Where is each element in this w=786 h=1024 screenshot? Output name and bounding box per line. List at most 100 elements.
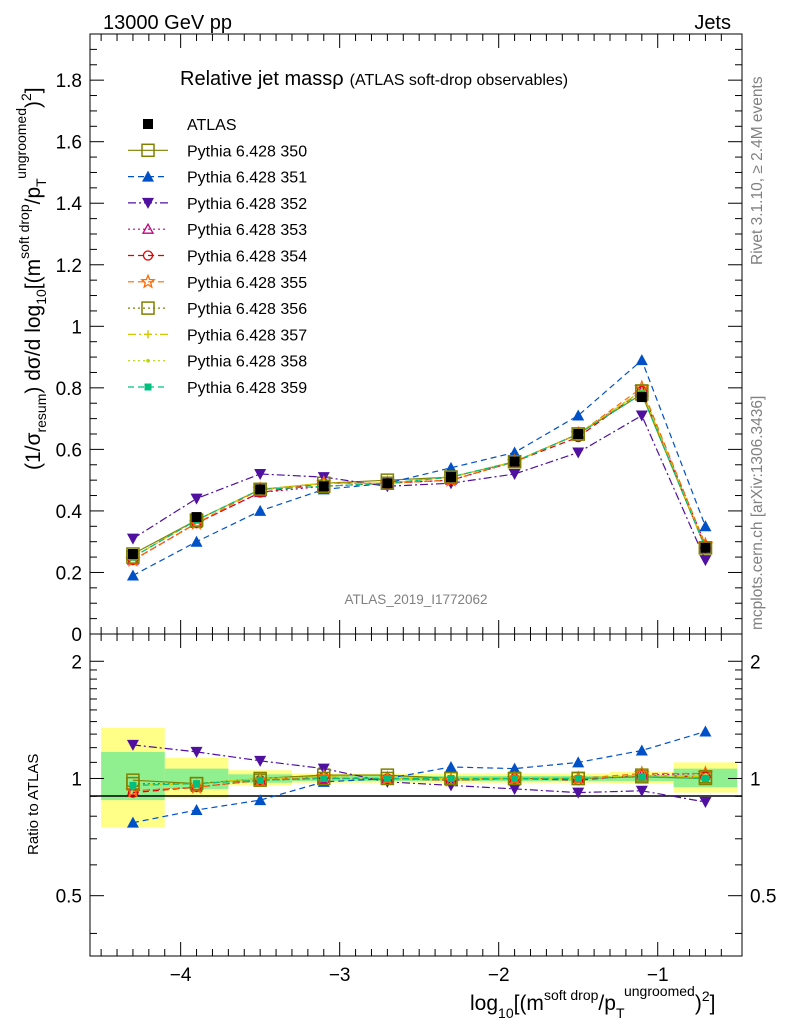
ratio-point-351: [254, 794, 267, 806]
ylabel-sub-10: 10: [33, 289, 49, 305]
main-y-tick-label: 1.6: [56, 133, 82, 154]
ylabel-sup-softdrop: soft drop: [16, 204, 32, 259]
ratio-point-359: [193, 780, 201, 788]
xlabel-close: ]: [710, 992, 716, 1015]
main-y-tick-label: 1.8: [56, 71, 82, 92]
xlabel-sup-2: 2: [702, 988, 710, 1004]
ylabel-sup-2: 2: [18, 93, 34, 101]
series-point-352: [508, 469, 521, 480]
xlabel-part-3: /p: [598, 992, 616, 1015]
main-y-axis: 0 0.2 0.4 0.6 0.8 1 1.2 1.4 1.6 1.8: [56, 48, 742, 646]
series-line-353: [132, 389, 706, 561]
ratio-point-352: [190, 746, 203, 758]
legend-label-350: Pythia 6.428 350: [187, 143, 307, 160]
ratio-point-352: [572, 787, 585, 799]
ratio-line-352: [132, 744, 706, 803]
series-point-351: [508, 446, 521, 458]
series-line-352: [132, 414, 706, 561]
main-series-lines: [132, 359, 706, 577]
main-y-tick-label: 1.2: [56, 256, 82, 277]
ratio-point-359: [320, 774, 328, 782]
series-point-352: [254, 469, 267, 480]
ratio-point-352: [635, 785, 648, 797]
ratio-point-356: [189, 776, 204, 791]
series-point-352: [190, 493, 203, 505]
ylabel-part-1: (1/σ: [22, 432, 45, 470]
series-line-354: [132, 389, 706, 561]
ratio-line-359: [132, 776, 706, 786]
series-point-356: [444, 470, 458, 484]
legend-label-352: Pythia 6.428 352: [187, 196, 307, 213]
ratio-point-359: [638, 773, 646, 781]
analysis-id: ATLAS_2019_I1772062: [344, 592, 487, 607]
atlas-data-point: [573, 429, 584, 439]
series-point-356: [507, 454, 522, 469]
ratio-point-352: [254, 755, 267, 767]
ratio-series-markers: [125, 725, 714, 828]
ratio-y-tick-label-right: 1: [750, 769, 761, 790]
main-y-tick-label: 0.4: [56, 502, 83, 523]
ylabel-part-4: /p: [22, 187, 45, 205]
ratio-point-352: [699, 797, 712, 809]
atlas-data-point: [318, 481, 329, 492]
x-tick-label: −2: [488, 965, 510, 986]
legend-marker-359: [144, 383, 152, 391]
ratio-point-356: [571, 771, 585, 786]
ratio-x-axis: −4 −3 −2 −1: [100, 634, 722, 986]
legend-marker-atlas: [143, 119, 153, 129]
x-axis-label: log10[(msoft drop/pTungroomed)2]: [470, 983, 715, 1021]
series-line-357: [132, 389, 706, 558]
main-y-label: (1/σresum) dσ/d log10[(msoft drop/pTungr…: [13, 87, 49, 470]
main-panel: 0 0.2 0.4 0.6 0.8 1 1.2 1.4 1.6 1.8 Relative jet …: [56, 33, 743, 646]
ratio-point-351: [635, 744, 648, 756]
ratio-y-tick-label-right: 2: [750, 652, 761, 673]
main-x-axis: [100, 34, 722, 634]
ratio-point-359: [447, 774, 455, 782]
ratio-panel: 0.5 0.5 1 1 2 2 −4 −3 −2 −1: [56, 633, 776, 986]
series-point-351: [254, 504, 267, 516]
ratio-point-356: [507, 771, 522, 786]
legend-marker-356: [141, 301, 155, 315]
legend-label-356: Pythia 6.428 356: [187, 301, 307, 318]
ratio-series-lines: [132, 730, 706, 824]
atlas-data-point: [191, 512, 202, 523]
ylabel-sup-ungroomed: ungroomed: [13, 108, 29, 179]
mcplots-label: mcplots.cern.ch [arXiv:1306.3436]: [749, 396, 766, 630]
x-tick-label: −1: [647, 965, 669, 986]
ratio-y-tick-label: 2: [71, 652, 82, 673]
main-y-tick-label: 1: [71, 317, 82, 338]
ratio-point-359: [701, 774, 709, 782]
series-point-352: [699, 555, 712, 567]
atlas-data-point: [382, 478, 393, 489]
x-tick-label: −4: [170, 965, 192, 986]
legend-label-atlas: ATLAS: [187, 117, 237, 134]
atlas-data-point: [127, 549, 138, 559]
ratio-point-359: [574, 774, 582, 782]
ratio-line-355: [132, 772, 706, 792]
ratio-line-351: [132, 730, 706, 824]
series-line-350: [132, 393, 706, 555]
ratio-point-356: [635, 768, 649, 782]
main-y-tick-label: 0: [71, 625, 82, 646]
main-y-tick-label: 0.6: [56, 440, 82, 461]
series-point-351: [190, 535, 203, 547]
ratio-point-359: [129, 781, 137, 789]
series-line-351: [132, 359, 706, 577]
process-label: Jets: [694, 12, 731, 34]
ratio-point-351: [508, 762, 521, 774]
legend-marker-358: [146, 358, 150, 363]
series-point-351: [699, 520, 712, 532]
ylabel-sub-resum: resum: [33, 394, 49, 433]
main-y-tick-label: 0.8: [56, 379, 82, 400]
ratio-point-359: [383, 774, 391, 782]
energy-label: 13000 GeV pp: [103, 12, 232, 34]
ratio-point-359: [511, 774, 519, 782]
ylabel-part-5: ): [22, 101, 45, 108]
ratio-point-356: [380, 771, 395, 786]
main-y-tick-label: 0.2: [56, 563, 82, 584]
xlabel-log: log: [470, 992, 498, 1015]
legend-label-355: Pythia 6.428 355: [187, 275, 307, 292]
ratio-y-label: Ratio to ATLAS: [25, 754, 42, 855]
series-point-352: [126, 533, 139, 545]
ratio-point-351: [444, 761, 457, 773]
